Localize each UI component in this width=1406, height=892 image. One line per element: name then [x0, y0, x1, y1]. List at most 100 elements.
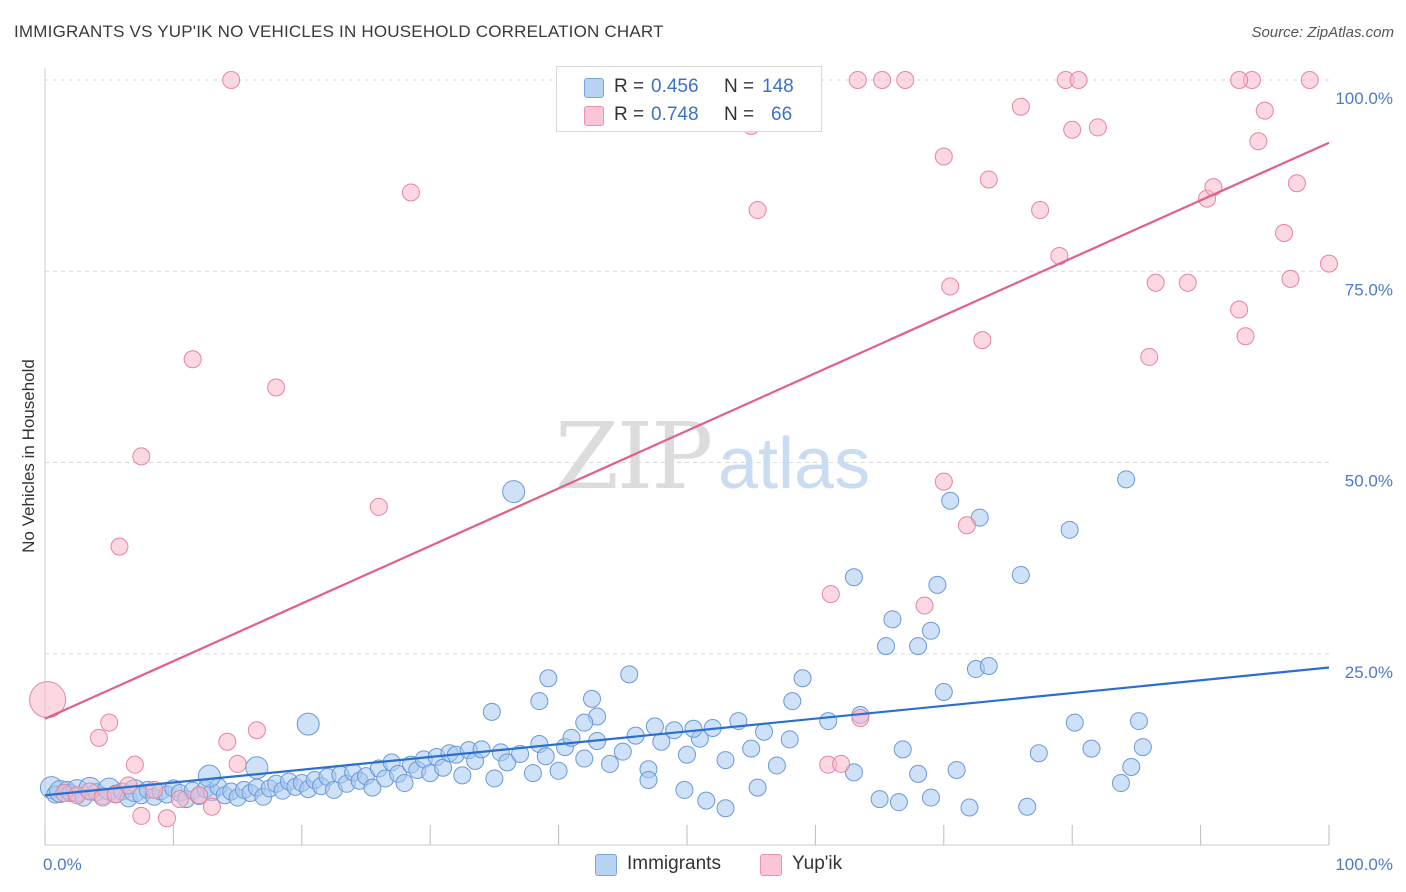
- immigrants-point: [844, 763, 863, 782]
- immigrants-point: [1117, 470, 1136, 489]
- yupik-point: [222, 71, 241, 89]
- immigrants-point: [549, 761, 568, 780]
- immigrants-point: [819, 712, 838, 731]
- yupik-point: [1178, 273, 1197, 292]
- yupik-point: [1249, 132, 1268, 151]
- yupik-point: [202, 797, 221, 816]
- immigrants-point: [582, 689, 601, 708]
- immigrants-point: [511, 744, 530, 763]
- yupik-point: [934, 472, 953, 491]
- immigrants-point: [675, 780, 694, 799]
- legend-n-value: 148: [762, 76, 794, 97]
- legend-n-label: N =: [724, 104, 755, 125]
- series-yupik: [29, 71, 1338, 828]
- yupik-point: [821, 585, 840, 604]
- immigrants-point: [453, 766, 472, 785]
- x-tick-label: 100.0%: [1335, 855, 1393, 874]
- yupik-point: [369, 497, 388, 516]
- yupik-point: [1320, 254, 1338, 273]
- immigrants-point: [909, 764, 928, 783]
- legend-label-immigrants: Immigrants: [627, 853, 721, 874]
- immigrants-point: [716, 799, 735, 818]
- yupik-point: [1140, 347, 1159, 366]
- yupik-point: [1146, 273, 1165, 292]
- yupik-point: [957, 516, 976, 535]
- yupik-point: [89, 728, 108, 747]
- legend-r-label: R =: [614, 76, 645, 97]
- yupik-point: [106, 785, 125, 804]
- legend-swatch-immigrants: [595, 854, 617, 876]
- immigrants-point: [921, 788, 940, 807]
- yupik-point: [979, 170, 998, 189]
- immigrants-point: [1111, 774, 1130, 793]
- immigrants-point: [716, 751, 735, 770]
- immigrants-point: [539, 669, 558, 688]
- immigrants-point: [844, 568, 863, 587]
- immigrants-point: [296, 712, 320, 736]
- immigrants-point: [947, 761, 966, 780]
- yupik-point: [915, 596, 934, 615]
- immigrants-point: [1082, 739, 1101, 758]
- yupik-point: [100, 713, 119, 732]
- y-tick-label: 50.0%: [1345, 472, 1393, 491]
- immigrants-point: [921, 621, 940, 640]
- immigrants-point: [523, 764, 542, 783]
- yupik-point: [247, 721, 266, 740]
- immigrants-trendline: [44, 666, 1330, 797]
- immigrants-point: [684, 719, 703, 738]
- yupik-point: [132, 447, 151, 466]
- immigrants-point: [934, 683, 953, 701]
- immigrants-point: [1011, 565, 1030, 584]
- y-axis-label: No Vehicles in Household: [19, 359, 38, 553]
- y-tick-label: 75.0%: [1345, 280, 1393, 299]
- immigrants-point: [793, 669, 812, 688]
- watermark-zip: ZIP: [555, 403, 711, 510]
- immigrants-point: [1029, 744, 1048, 763]
- yupik-point: [832, 754, 851, 773]
- grid-lines: [45, 79, 1329, 655]
- y-tick-label: 25.0%: [1345, 663, 1393, 682]
- immigrants-point: [613, 742, 632, 761]
- immigrants-point: [893, 740, 912, 759]
- chart-title: IMMIGRANTS VS YUP'IK NO VEHICLES IN HOUS…: [14, 22, 664, 41]
- immigrants-point: [536, 747, 555, 766]
- yupik-point: [1230, 71, 1249, 89]
- correlation-legend: R = 0.456 N = 148 R = 0.748 N = 66: [556, 66, 822, 132]
- x-tick-labels: 0.0% 100.0%: [43, 855, 1393, 874]
- yupik-point: [973, 331, 992, 350]
- yupik-point: [1300, 71, 1319, 89]
- yupik-point: [1011, 97, 1030, 116]
- immigrants-point: [697, 791, 716, 810]
- immigrants-point: [645, 717, 664, 736]
- immigrants-point: [620, 665, 639, 684]
- immigrants-point: [639, 770, 658, 789]
- immigrants-point: [363, 778, 382, 797]
- y-tick-labels: 25.0% 50.0% 75.0% 100.0%: [1335, 89, 1393, 682]
- yupik-trendline: [44, 141, 1330, 720]
- immigrants-point: [1018, 797, 1037, 816]
- immigrants-point: [780, 730, 799, 749]
- yupik-point: [1088, 118, 1107, 137]
- yupik-point: [125, 755, 144, 774]
- immigrants-point: [928, 575, 947, 594]
- yupik-point: [748, 201, 767, 220]
- yupik-point: [848, 71, 867, 89]
- yupik-point: [132, 806, 151, 825]
- immigrants-point: [767, 756, 786, 775]
- immigrants-point: [395, 774, 414, 793]
- yupik-point: [1275, 224, 1294, 242]
- yupik-point: [157, 809, 176, 828]
- yupik-point: [1236, 327, 1255, 346]
- legend-n-value: 66: [771, 104, 793, 125]
- legend-label-yupik: Yup'ik: [792, 853, 843, 874]
- immigrants-point: [485, 769, 504, 788]
- yupik-point: [170, 790, 189, 809]
- series-immigrants: [39, 470, 1152, 818]
- legend-row-immigrants: R = 0.456 N = 148: [557, 73, 821, 101]
- immigrants-point: [665, 721, 684, 740]
- yupik-point: [228, 754, 247, 773]
- immigrants-point: [883, 610, 902, 629]
- legend-r-label: R =: [614, 104, 645, 125]
- immigrants-point: [678, 745, 696, 764]
